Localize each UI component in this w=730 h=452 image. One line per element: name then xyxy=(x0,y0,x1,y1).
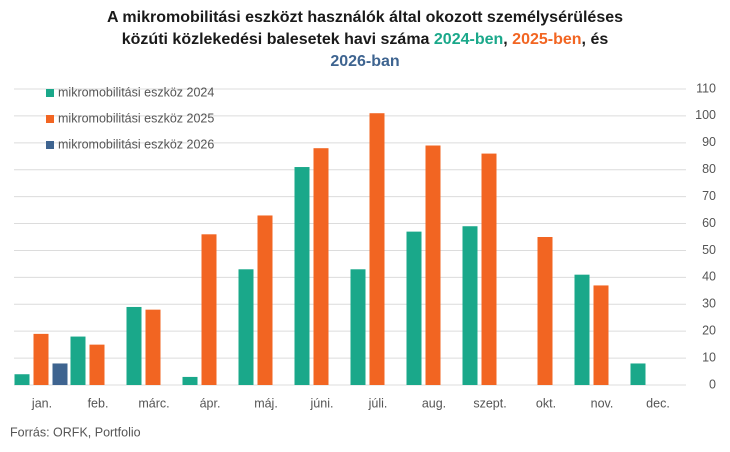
bar xyxy=(593,285,609,385)
y-tick-label: 60 xyxy=(702,216,716,230)
y-tick-label: 30 xyxy=(702,297,716,311)
y-tick-label: 110 xyxy=(696,81,716,95)
bar xyxy=(257,215,273,385)
bar xyxy=(89,344,105,385)
title-segment: 2025-ben xyxy=(512,31,581,48)
x-tick-label: okt. xyxy=(536,396,556,410)
title-segment: , xyxy=(503,31,512,48)
y-tick-label: 90 xyxy=(702,135,716,149)
x-tick-label: júli. xyxy=(368,396,388,410)
bar xyxy=(462,226,478,385)
bar xyxy=(406,231,422,385)
y-tick-label: 80 xyxy=(702,162,716,176)
bar xyxy=(369,113,385,385)
bar xyxy=(14,374,30,385)
x-tick-label: márc. xyxy=(138,396,169,410)
legend-label: mikromobilitási eszköz 2026 xyxy=(58,137,214,151)
bar xyxy=(182,376,198,385)
title-segment: , és xyxy=(582,31,609,48)
bar xyxy=(145,309,161,385)
bar xyxy=(52,363,68,385)
x-tick-label: júni. xyxy=(310,396,334,410)
title-segment: közúti közlekedési balesetek havi száma xyxy=(122,31,434,48)
legend-marker xyxy=(46,115,54,123)
bar xyxy=(630,363,646,385)
bar xyxy=(294,167,310,385)
x-tick-label: ápr. xyxy=(200,396,221,410)
bar xyxy=(201,234,217,385)
legend-label: mikromobilitási eszköz 2024 xyxy=(58,85,214,99)
bar xyxy=(126,306,142,385)
y-tick-label: 50 xyxy=(702,243,716,257)
source-note: Forrás: ORFK, Portfolio xyxy=(10,425,141,439)
y-tick-label: 70 xyxy=(702,189,716,203)
x-tick-label: feb. xyxy=(88,396,109,410)
title-segment: A mikromobilitási eszközt használók álta… xyxy=(107,9,623,26)
bar xyxy=(481,153,497,385)
y-tick-label: 10 xyxy=(702,350,716,364)
bar xyxy=(313,148,329,385)
y-tick-label: 0 xyxy=(709,377,716,391)
y-tick-label: 40 xyxy=(702,270,716,284)
bar xyxy=(537,237,553,385)
chart-title: közúti közlekedési balesetek havi száma … xyxy=(122,31,609,48)
title-segment: 2024-ben xyxy=(434,31,503,48)
x-tick-label: nov. xyxy=(591,396,614,410)
bar xyxy=(70,336,86,385)
y-tick-label: 100 xyxy=(695,108,716,122)
legend-marker xyxy=(46,141,54,149)
bar xyxy=(33,333,49,385)
y-tick-label: 20 xyxy=(702,323,716,337)
legend-marker xyxy=(46,89,54,97)
chart-title: 2026-ban xyxy=(330,53,399,70)
legend-label: mikromobilitási eszköz 2025 xyxy=(58,111,214,125)
x-tick-label: máj. xyxy=(254,396,278,410)
bar xyxy=(350,269,366,385)
bar xyxy=(425,145,441,385)
x-tick-label: jan. xyxy=(31,396,52,410)
x-tick-label: szept. xyxy=(473,396,506,410)
x-tick-label: aug. xyxy=(422,396,446,410)
chart-title: A mikromobilitási eszközt használók álta… xyxy=(107,9,623,26)
bar xyxy=(574,274,590,385)
bar xyxy=(238,269,254,385)
x-tick-label: dec. xyxy=(646,396,670,410)
title-segment: 2026-ban xyxy=(330,53,399,70)
